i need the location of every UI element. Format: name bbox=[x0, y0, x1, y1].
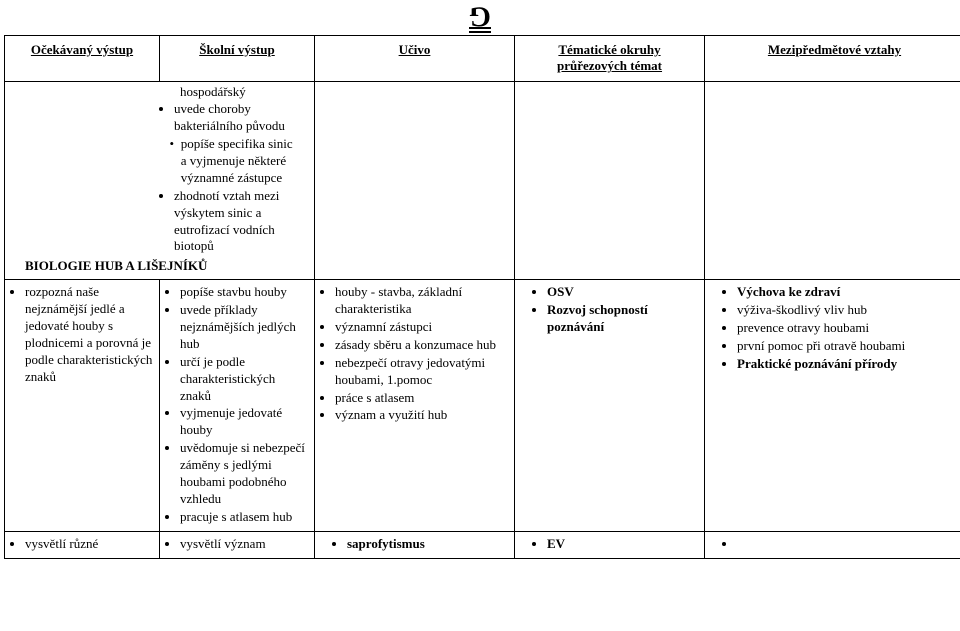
row2-c4-list: OSV Rozvoj schopností poznávání bbox=[521, 284, 698, 336]
row2-c2-list: popíše stavbu houby uvede příklady nejzn… bbox=[166, 284, 308, 525]
col-header-expected: Očekávaný výstup bbox=[5, 35, 160, 82]
list-item: Rozvoj schopností poznávání bbox=[547, 302, 698, 336]
list-item: určí je podle charakteristických znaků bbox=[180, 354, 308, 405]
row1-c2-list: uvede choroby bakteriálního původu • pop… bbox=[160, 101, 308, 255]
list-item: zhodnotí vztah mezi výskytem sinic a eut… bbox=[174, 188, 308, 256]
list-item: uvede příklady nejznámějších jedlých hub bbox=[180, 302, 308, 353]
row2-c3-list: houby - stavba, základní charakteristika… bbox=[321, 284, 508, 424]
list-item: první pomoc při otravě houbami bbox=[737, 338, 958, 355]
cell-row1-c1c2: hospodářský uvede choroby bakteriálního … bbox=[5, 82, 315, 280]
list-item: Praktické poznávání přírody bbox=[737, 356, 958, 373]
list-item: uvede choroby bakteriálního původu bbox=[174, 101, 308, 135]
cell-row3-c5 bbox=[705, 531, 960, 558]
page-logo: G bbox=[4, 0, 956, 35]
cell-row2-c2: popíše stavbu houby uvede příklady nejzn… bbox=[160, 280, 315, 531]
list-item: saprofytismus bbox=[347, 536, 508, 553]
list-item: EV bbox=[547, 536, 698, 553]
cell-row1-c5 bbox=[705, 82, 960, 280]
cell-row1-c4 bbox=[515, 82, 705, 280]
col-header-school: Školní výstup bbox=[160, 35, 315, 82]
cell-row2-c4: OSV Rozvoj schopností poznávání bbox=[515, 280, 705, 531]
list-item: • popíše specifika sinic a vyjmenuje něk… bbox=[160, 136, 308, 187]
list-item: pracuje s atlasem hub bbox=[180, 509, 308, 526]
section-title: BIOLOGIE HUB A LIŠEJNÍKŮ bbox=[11, 256, 308, 275]
cell-row2-c3: houby - stavba, základní charakteristika… bbox=[315, 280, 515, 531]
list-item bbox=[737, 536, 958, 553]
cell-row3-c1: vysvětlí různé bbox=[5, 531, 160, 558]
cell-row3-c4: EV bbox=[515, 531, 705, 558]
list-item: práce s atlasem bbox=[335, 390, 508, 407]
cell-row3-c3: saprofytismus bbox=[315, 531, 515, 558]
list-item: houby - stavba, základní charakteristika bbox=[335, 284, 508, 318]
list-item: zásady sběru a konzumace hub bbox=[335, 337, 508, 354]
list-item: uvědomuje si nebezpečí záměny s jedlými … bbox=[180, 440, 308, 508]
table-row: hospodářský uvede choroby bakteriálního … bbox=[5, 82, 960, 280]
cell-row2-c5: Výchova ke zdraví výživa-škodlivý vliv h… bbox=[705, 280, 960, 531]
list-item: významní zástupci bbox=[335, 319, 508, 336]
list-item: OSV bbox=[547, 284, 698, 301]
table-row: rozpozná naše nejznámější jedlé a jedova… bbox=[5, 280, 960, 531]
list-item: nebezpečí otravy jedovatými houbami, 1.p… bbox=[335, 355, 508, 389]
col-header-subject: Učivo bbox=[315, 35, 515, 82]
cell-row1-c3 bbox=[315, 82, 515, 280]
cell-row2-c1: rozpozná naše nejznámější jedlé a jedova… bbox=[5, 280, 160, 531]
row1-c2-item0: hospodářský bbox=[160, 84, 246, 99]
list-item: význam a využití hub bbox=[335, 407, 508, 424]
list-item: popíše stavbu houby bbox=[180, 284, 308, 301]
list-item: vysvětlí různé bbox=[25, 536, 153, 553]
list-item: vyjmenuje jedovaté houby bbox=[180, 405, 308, 439]
cell-row3-c2: vysvětlí význam bbox=[160, 531, 315, 558]
list-item: prevence otravy houbami bbox=[737, 320, 958, 337]
list-item: rozpozná naše nejznámější jedlé a jedova… bbox=[25, 284, 153, 385]
list-item: Výchova ke zdraví bbox=[737, 284, 958, 301]
list-item: vysvětlí význam bbox=[180, 536, 308, 553]
table-row: vysvětlí různé vysvětlí význam saprofyti… bbox=[5, 531, 960, 558]
row2-c1-list: rozpozná naše nejznámější jedlé a jedova… bbox=[11, 284, 153, 385]
col-header-topics: Tématické okruhyprůřezových témat bbox=[515, 35, 705, 82]
col-header-cross: Mezipředmětové vztahy bbox=[705, 35, 960, 82]
table-header-row: Očekávaný výstup Školní výstup Učivo Tém… bbox=[5, 35, 960, 82]
row2-c5-list: Výchova ke zdraví výživa-škodlivý vliv h… bbox=[711, 284, 958, 372]
list-item: výživa-škodlivý vliv hub bbox=[737, 302, 958, 319]
curriculum-table: Očekávaný výstup Školní výstup Učivo Tém… bbox=[4, 35, 960, 559]
